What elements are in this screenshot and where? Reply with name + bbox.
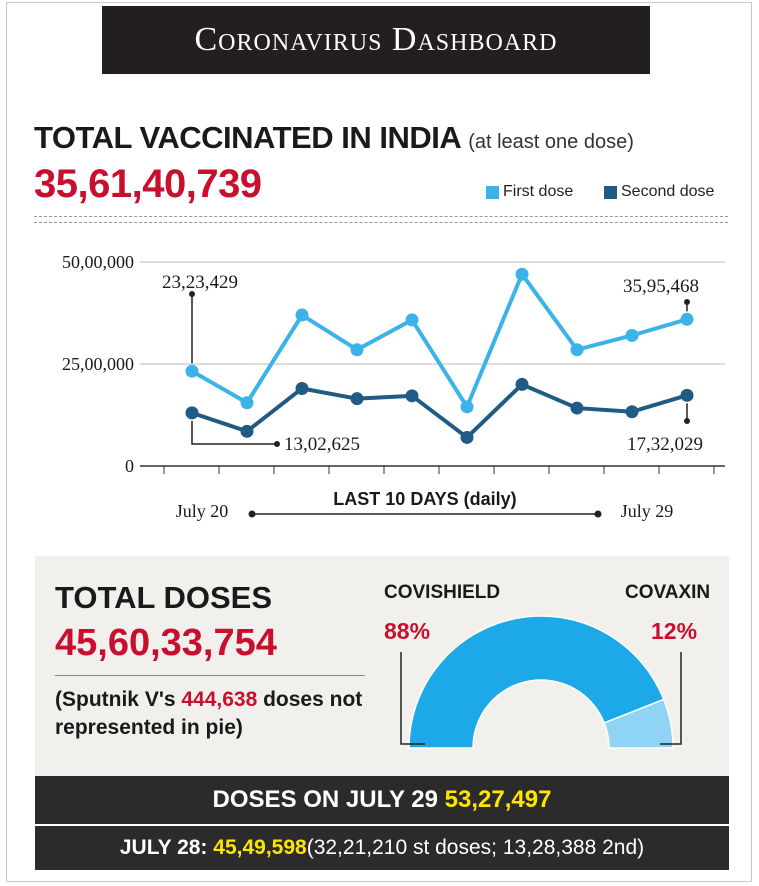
data-point <box>405 389 419 403</box>
data-point <box>240 396 254 410</box>
y-tick-label: 0 <box>125 456 134 476</box>
data-point <box>625 405 639 419</box>
vaccinated-title-text: TOTAL VACCINATED IN INDIA <box>34 120 461 155</box>
series-line-first-dose <box>191 272 688 409</box>
sputnik-note-post: doses not represented in pie) <box>55 688 363 739</box>
line-chart: 0 25,00,000 50,00,000 23,23,429 13,02,625 35,… <box>62 252 725 521</box>
annotation-dot <box>684 299 690 305</box>
dashboard-banner: Coronavirus Dashboard <box>102 6 650 74</box>
legend-first-dose: First dose <box>486 183 573 201</box>
data-point <box>240 424 254 438</box>
data-point <box>405 313 419 327</box>
vaccinated-title: TOTAL VACCINATED IN INDIA (at least one … <box>34 120 634 156</box>
annotation-second-dose-start: 13,02,625 <box>284 434 360 455</box>
covaxin-label: COVAXIN <box>625 582 711 603</box>
data-point <box>295 381 309 395</box>
data-point <box>515 267 529 281</box>
divider-top <box>34 216 728 217</box>
annotation-dot <box>684 418 690 424</box>
doses-today-value: 53,27,497 <box>444 786 552 813</box>
sputnik-note: (Sputnik V's 444,638 doses not represent… <box>55 686 375 742</box>
data-point <box>680 388 694 402</box>
total-doses-label: TOTAL DOSES <box>55 580 273 615</box>
x-axis-label-bg <box>312 486 538 510</box>
annotation-leader <box>191 420 277 445</box>
vaccinated-total: 35,61,40,739 <box>34 162 262 206</box>
y-tick-label: 25,00,000 <box>62 354 134 374</box>
x-tick-label-start: July 20 <box>176 501 229 521</box>
covaxin-pct: 12% <box>651 618 698 644</box>
x-range-dot <box>248 510 256 518</box>
data-point <box>350 343 364 357</box>
data-point <box>460 400 474 414</box>
annotation-dot <box>189 291 195 297</box>
sputnik-note-pre: (Sputnik V's <box>55 688 182 711</box>
data-point <box>680 312 694 326</box>
legend-label-first: First dose <box>503 183 574 200</box>
total-doses-divider <box>55 675 365 676</box>
data-point <box>570 401 584 415</box>
data-point <box>625 328 639 342</box>
dashboard-frame <box>6 2 752 882</box>
x-range-dot <box>594 510 602 518</box>
doses-today-bar: DOSES ON JULY 29 53,27,497 <box>35 776 729 824</box>
doses-yesterday-label: JULY 28: <box>119 836 208 859</box>
data-point <box>185 406 199 420</box>
doses-today-label: DOSES ON JULY 29 <box>212 786 438 813</box>
x-axis-label: LAST 10 DAYS (daily) <box>333 489 516 509</box>
annotation-dot <box>274 441 280 447</box>
doses-yesterday-detail: (32,21,210 st doses; 13,28,388 2nd) <box>306 836 645 859</box>
x-tick-label-end: July 29 <box>621 501 674 521</box>
legend-swatch-second <box>604 185 617 199</box>
legend-label-second: Second dose <box>621 183 715 200</box>
total-doses-value: 45,60,33,754 <box>55 622 277 664</box>
series-line-second-dose <box>191 382 688 440</box>
data-point <box>460 430 474 444</box>
vaccinated-subtitle: (at least one dose) <box>468 131 634 153</box>
data-point <box>350 392 364 406</box>
legend-swatch-first <box>486 185 499 199</box>
annotation-first-dose-end: 35,95,468 <box>623 276 699 297</box>
sputnik-doses: 444,638 <box>181 688 258 711</box>
y-tick-label: 50,00,000 <box>62 252 134 272</box>
annotation-second-dose-end: 17,32,029 <box>627 434 703 455</box>
data-point <box>570 343 584 357</box>
divider-bottom <box>34 222 728 223</box>
data-point <box>295 308 309 322</box>
covishield-label: COVISHIELD <box>384 582 501 603</box>
data-point <box>185 364 199 378</box>
doses-yesterday-value: 45,49,598 <box>213 836 307 859</box>
data-point <box>515 377 529 391</box>
covishield-pct: 88% <box>384 618 431 644</box>
annotation-first-dose-start: 23,23,429 <box>162 272 238 293</box>
legend-second-dose: Second dose <box>604 183 714 201</box>
doses-yesterday-bar: JULY 28: 45,49,598 (32,21,210 st doses; … <box>35 826 729 870</box>
